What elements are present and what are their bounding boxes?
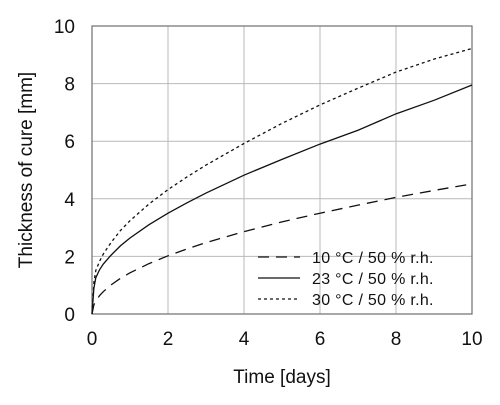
plot-frame [91, 25, 473, 315]
x-tick-label: 0 [87, 329, 98, 350]
series-line-solid [91, 84, 473, 315]
x-tick-label: 2 [163, 329, 174, 350]
y-axis-label: Thickness of cure [mm] [16, 72, 37, 268]
x-axis-label: Time [days] [233, 367, 331, 388]
series-group [91, 47, 473, 315]
x-tick-label: 8 [391, 329, 402, 350]
tick-labels: 0 2 4 6 8 10 0 2 4 6 8 10 [54, 17, 483, 350]
y-tick-label: 4 [64, 190, 75, 211]
y-tick-label: 10 [54, 17, 75, 38]
y-tick-label: 0 [64, 305, 75, 326]
legend-label: 23 °C / 50 % r.h. [312, 271, 434, 288]
y-tick-label: 2 [64, 247, 75, 268]
x-tick-label: 4 [239, 329, 250, 350]
y-tick-label: 6 [64, 132, 75, 153]
legend-label: 10 °C / 50 % r.h. [312, 250, 434, 267]
x-tick-label: 6 [315, 329, 326, 350]
legend-label: 30 °C / 50 % r.h. [312, 292, 434, 309]
x-tick-label: 10 [461, 329, 482, 350]
y-tick-label: 8 [64, 75, 75, 96]
legend: 10 °C / 50 % r.h. 23 °C / 50 % r.h. 30 °C … [258, 250, 434, 309]
series-line-dashed [91, 183, 473, 315]
